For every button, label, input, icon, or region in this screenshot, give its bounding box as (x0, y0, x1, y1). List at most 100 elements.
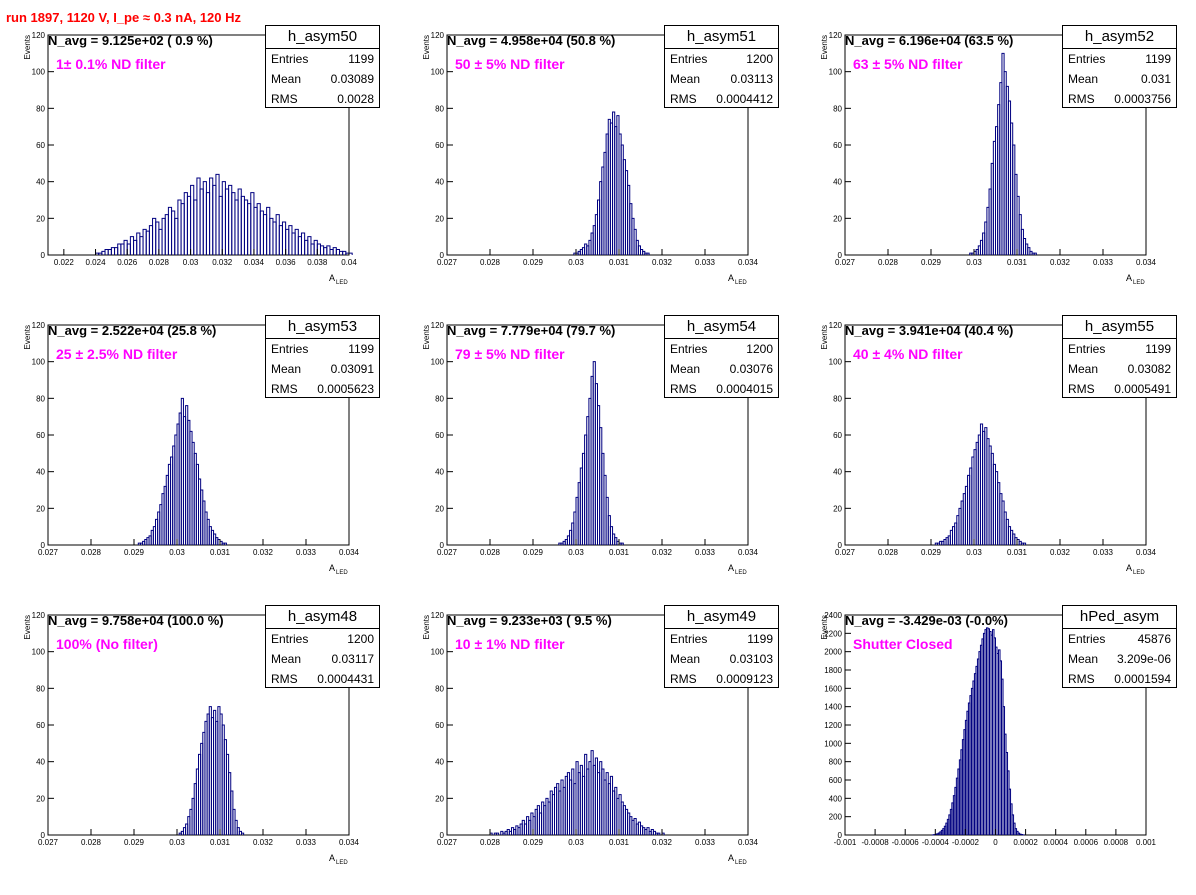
y-tick-label: 1200 (824, 721, 842, 730)
y-tick-label: 100 (32, 68, 46, 77)
x-tick-label: 0.028 (480, 548, 501, 557)
histogram-bins (935, 424, 1025, 545)
stats-value: 0.031 (1141, 69, 1171, 89)
stats-key: Mean (670, 649, 700, 669)
y-tick-label: 100 (829, 358, 843, 367)
stats-key: Entries (1068, 339, 1105, 359)
histogram-name: h_asym54 (665, 316, 778, 339)
stats-value: 1199 (348, 49, 374, 69)
x-tick-label: -0.0004 (922, 838, 950, 847)
x-tick-label: 0.0004 (1043, 838, 1068, 847)
y-tick-label: 40 (833, 178, 842, 187)
x-axis-label-subscript: LED (336, 280, 348, 286)
y-tick-label: 0 (41, 541, 46, 550)
x-tick-label: 0.028 (149, 258, 170, 267)
y-tick-label: 100 (431, 358, 445, 367)
x-tick-label: 0.028 (81, 548, 102, 557)
histogram-bins (559, 362, 624, 545)
stats-key: Mean (271, 69, 301, 89)
y-tick-label: 40 (36, 178, 45, 187)
stats-row-mean: Mean 0.03103 (665, 649, 778, 669)
x-tick-label: 0.026 (117, 258, 138, 267)
stats-value: 0.0028 (337, 89, 374, 109)
stats-key: RMS (670, 89, 697, 109)
x-axis-label: A (1126, 563, 1132, 573)
x-tick-label: 0.034 (738, 838, 759, 847)
stats-key: Mean (1068, 359, 1098, 379)
y-tick-label: 60 (435, 721, 444, 730)
x-tick-label: 0.029 (523, 258, 544, 267)
stats-value: 45876 (1138, 629, 1171, 649)
x-tick-label: 0.033 (1093, 548, 1114, 557)
histogram-name: h_asym55 (1063, 316, 1176, 339)
x-tick-label: 0.034 (738, 548, 759, 557)
filter-label: 10 ± 1% ND filter (455, 636, 565, 652)
y-tick-label: 40 (435, 758, 444, 767)
x-tick-label: 0.03 (568, 548, 584, 557)
x-tick-label: 0.03 (568, 838, 584, 847)
y-tick-label: 20 (833, 214, 842, 223)
y-tick-label: 80 (833, 394, 842, 403)
x-tick-label: 0.034 (738, 258, 759, 267)
plot-title: N_avg = 6.196e+04 (63.5 %) (845, 33, 1013, 48)
x-tick-label: 0.001 (1136, 838, 1157, 847)
stats-value: 0.03103 (730, 649, 773, 669)
stats-value: 0.03091 (331, 359, 374, 379)
y-axis-label: Events (422, 325, 431, 349)
x-tick-label: 0.028 (878, 548, 899, 557)
y-tick-label: 80 (36, 394, 45, 403)
stats-key: RMS (670, 379, 697, 399)
y-tick-label: 600 (829, 776, 843, 785)
stats-value: 0.0001594 (1114, 669, 1171, 689)
y-tick-label: 100 (829, 68, 843, 77)
y-tick-label: 1800 (824, 666, 842, 675)
y-tick-label: 60 (833, 141, 842, 150)
stats-key: Mean (670, 359, 700, 379)
x-tick-label: 0.028 (480, 838, 501, 847)
stats-value: 1200 (746, 339, 773, 359)
x-tick-label: 0.029 (523, 548, 544, 557)
y-tick-label: 120 (32, 31, 46, 40)
x-tick-label: 0.0006 (1074, 838, 1099, 847)
stats-key: Entries (271, 629, 308, 649)
x-tick-label: 0.029 (124, 838, 145, 847)
run-title: run 1897, 1120 V, I_pe ≈ 0.3 nA, 120 Hz (6, 10, 241, 25)
y-tick-label: 80 (36, 684, 45, 693)
stats-key: Entries (1068, 49, 1105, 69)
stats-value: 1199 (348, 339, 374, 359)
stats-row-mean: Mean 0.03117 (266, 649, 379, 669)
y-tick-label: 40 (833, 468, 842, 477)
filter-label: 79 ± 5% ND filter (455, 346, 565, 362)
x-tick-label: 0.032 (652, 838, 673, 847)
x-axis-label: A (728, 563, 734, 573)
y-axis-label: Events (23, 615, 32, 639)
x-tick-label: 0.033 (695, 838, 716, 847)
y-tick-label: 60 (435, 431, 444, 440)
stats-value: 3.209e-06 (1117, 649, 1171, 669)
filter-label: 50 ± 5% ND filter (455, 56, 565, 72)
stats-value: 0.03117 (332, 649, 375, 669)
stats-key: Mean (271, 649, 301, 669)
histogram-bins (574, 112, 649, 255)
histogram-bins (970, 53, 1037, 255)
y-tick-label: 40 (36, 758, 45, 767)
stats-value: 1200 (746, 49, 773, 69)
x-tick-label: 0.03 (183, 258, 199, 267)
y-tick-label: 1000 (824, 739, 842, 748)
y-tick-label: 800 (829, 758, 843, 767)
stats-value: 1199 (747, 629, 773, 649)
x-tick-label: 0.032 (1050, 258, 1071, 267)
